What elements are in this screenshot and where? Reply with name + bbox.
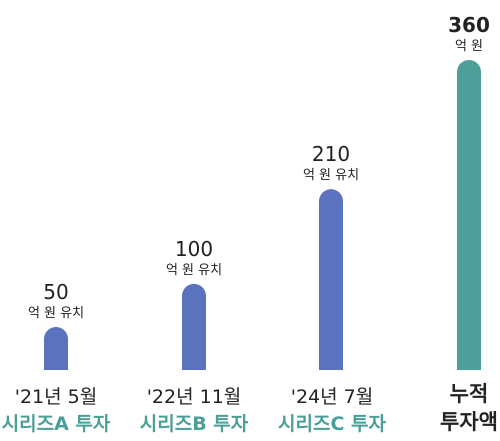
category-date: '21년 5월	[14, 386, 98, 408]
bar-2	[319, 189, 343, 370]
value-label-1: 100	[175, 237, 213, 261]
bar-1	[182, 283, 206, 370]
total-label-line2: 투자액	[440, 410, 498, 434]
total-value-label: 360	[448, 13, 490, 37]
category-round: 시리즈C 투자	[278, 413, 386, 435]
value-label-2-unit: 억 원 유치	[303, 168, 359, 183]
value-label-0-unit: 억 원 유치	[28, 306, 84, 321]
total-bar	[457, 60, 481, 370]
category-label-series-c: '24년 7월 시리즈C 투자	[262, 382, 402, 436]
category-date: '24년 7월	[290, 386, 374, 408]
category-round: 시리즈B 투자	[139, 413, 249, 435]
bars-group	[44, 60, 481, 370]
value-labels-group: 50 억 원 유치 100 억 원 유치 210 억 원 유치 360 억 원	[28, 13, 490, 321]
total-label: 누적 투자액	[409, 380, 500, 436]
category-round: 시리즈A 투자	[1, 413, 111, 435]
category-label-series-a: '21년 5월 시리즈A 투자	[0, 382, 126, 436]
value-label-0: 50	[43, 280, 68, 304]
total-value-label-unit: 억 원	[455, 39, 483, 54]
value-label-2: 210	[312, 142, 350, 166]
total-label-line1: 누적	[449, 382, 489, 406]
category-label-series-b: '22년 11월 시리즈B 투자	[124, 382, 264, 436]
bar-0	[44, 326, 68, 370]
category-date: '22년 11월	[146, 386, 242, 408]
value-label-1-unit: 억 원 유치	[166, 263, 222, 278]
